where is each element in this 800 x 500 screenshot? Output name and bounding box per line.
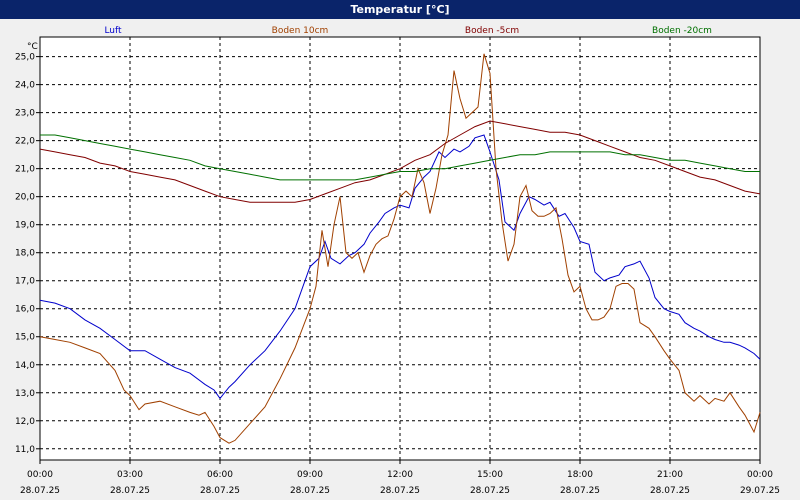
series-lines xyxy=(39,53,761,444)
x-tick-date-label: 29.07.25 xyxy=(740,486,780,496)
legend: Luft Boden 10cm Boden -5cm Boden -20cm xyxy=(104,26,712,36)
y-tick-label: 17,0 xyxy=(15,277,35,287)
x-tick-date-label: 28.07.25 xyxy=(200,486,240,496)
y-tick-label: 15,0 xyxy=(15,333,35,343)
y-tick-label: 21,0 xyxy=(15,165,35,175)
legend-entry: Boden 10cm xyxy=(272,26,329,36)
y-tick-label: 12,0 xyxy=(15,417,35,427)
legend-entry: Luft xyxy=(104,26,122,36)
y-tick-label: 14,0 xyxy=(15,361,35,371)
y-tick-label: 20,0 xyxy=(15,193,35,203)
legend-entry: Boden -20cm xyxy=(652,26,712,36)
x-tick-time-label: 15:00 xyxy=(477,470,503,480)
y-tick-label: 19,0 xyxy=(15,221,35,231)
y-tick-label: 11,0 xyxy=(15,445,35,455)
x-tick-time-label: 09:00 xyxy=(297,470,323,480)
grid-lines xyxy=(40,37,760,460)
x-tick-time-label: 18:00 xyxy=(567,470,593,480)
y-tick-label: 24,0 xyxy=(15,81,35,91)
x-tick-date-label: 28.07.25 xyxy=(470,486,510,496)
x-axis-ticks: 00:00 28.07.25 03:00 28.07.25 06:00 28.07.25 0… xyxy=(20,460,780,496)
y-tick-label: 13,0 xyxy=(15,389,35,399)
y-axis-ticks: 11,0 12,0 13,0 14,0 15,0 16,0 17,0 18,0 19,0 20,0… xyxy=(15,53,40,455)
x-tick-time-label: 00:00 xyxy=(27,470,53,480)
x-tick-date-label: 28.07.25 xyxy=(20,486,60,496)
x-tick-date-label: 28.07.25 xyxy=(650,486,690,496)
x-tick-time-label: 21:00 xyxy=(657,470,683,480)
x-tick-time-label: 06:00 xyxy=(207,470,233,480)
y-tick-label: 16,0 xyxy=(15,305,35,315)
x-tick-date-label: 28.07.25 xyxy=(380,486,420,496)
x-tick-time-label: 12:00 xyxy=(387,470,413,480)
x-tick-time-label: 03:00 xyxy=(117,470,143,480)
series-line-luft xyxy=(39,134,761,400)
x-tick-date-label: 28.07.25 xyxy=(110,486,150,496)
y-tick-label: 22,0 xyxy=(15,137,35,147)
x-tick-date-label: 28.07.25 xyxy=(290,486,330,496)
y-axis-unit-label: °C xyxy=(27,42,38,52)
series-line-boden-10cm xyxy=(39,53,761,444)
y-tick-label: 18,0 xyxy=(15,249,35,259)
x-tick-time-label: 00:00 xyxy=(747,470,773,480)
y-tick-label: 25,0 xyxy=(15,53,35,63)
chart-title: Temperatur [°C] xyxy=(0,0,800,19)
x-tick-date-label: 28.07.25 xyxy=(560,486,600,496)
legend-entry: Boden -5cm xyxy=(465,26,519,36)
series-line-boden-20cm xyxy=(40,134,760,181)
series-line-boden-5cm xyxy=(39,120,761,203)
y-tick-label: 23,0 xyxy=(15,109,35,119)
